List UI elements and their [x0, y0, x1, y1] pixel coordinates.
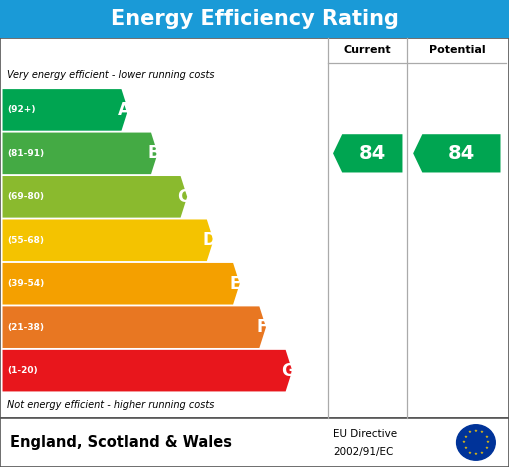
Text: (1-20): (1-20): [8, 366, 38, 375]
Polygon shape: [333, 134, 403, 172]
Text: ★: ★: [468, 430, 472, 434]
Polygon shape: [3, 89, 128, 131]
Text: (55-68): (55-68): [8, 236, 45, 245]
Text: England, Scotland & Wales: England, Scotland & Wales: [10, 435, 232, 450]
Text: F: F: [256, 318, 268, 336]
Text: ★: ★: [486, 440, 490, 445]
Text: EU Directive: EU Directive: [333, 429, 398, 439]
Polygon shape: [3, 263, 240, 304]
Text: B: B: [147, 144, 160, 163]
Circle shape: [457, 425, 495, 460]
Polygon shape: [3, 350, 292, 391]
Text: ★: ★: [468, 451, 472, 455]
Text: (39-54): (39-54): [8, 279, 45, 288]
Text: ★: ★: [464, 434, 467, 439]
Polygon shape: [3, 219, 213, 261]
Bar: [0, 38, 509, 418]
Text: Current: Current: [344, 45, 391, 56]
Text: Energy Efficiency Rating: Energy Efficiency Rating: [110, 9, 399, 29]
Text: 84: 84: [359, 144, 386, 163]
Bar: [0, 0, 509, 38]
Polygon shape: [3, 176, 187, 218]
Polygon shape: [3, 133, 158, 174]
Text: ★: ★: [474, 429, 478, 432]
Text: ★: ★: [480, 430, 484, 434]
Text: 2002/91/EC: 2002/91/EC: [333, 447, 394, 457]
Text: Potential: Potential: [429, 45, 485, 56]
Text: 84: 84: [448, 144, 475, 163]
Text: ★: ★: [480, 451, 484, 455]
Text: (81-91): (81-91): [8, 149, 45, 158]
Text: (92+): (92+): [8, 106, 36, 114]
Text: ★: ★: [474, 453, 478, 456]
Text: (69-80): (69-80): [8, 192, 45, 201]
Bar: [0, 418, 509, 467]
Text: ★: ★: [485, 446, 488, 451]
Text: G: G: [281, 361, 295, 380]
Text: Very energy efficient - lower running costs: Very energy efficient - lower running co…: [7, 71, 214, 80]
Text: E: E: [230, 275, 241, 293]
Text: ★: ★: [485, 434, 488, 439]
Text: ★: ★: [462, 440, 466, 445]
Polygon shape: [413, 134, 500, 172]
Polygon shape: [3, 306, 266, 348]
Text: D: D: [203, 231, 216, 249]
Text: (21-38): (21-38): [8, 323, 45, 332]
Text: Not energy efficient - higher running costs: Not energy efficient - higher running co…: [7, 400, 214, 410]
Text: ★: ★: [464, 446, 467, 451]
Text: A: A: [118, 101, 130, 119]
Text: C: C: [177, 188, 189, 206]
